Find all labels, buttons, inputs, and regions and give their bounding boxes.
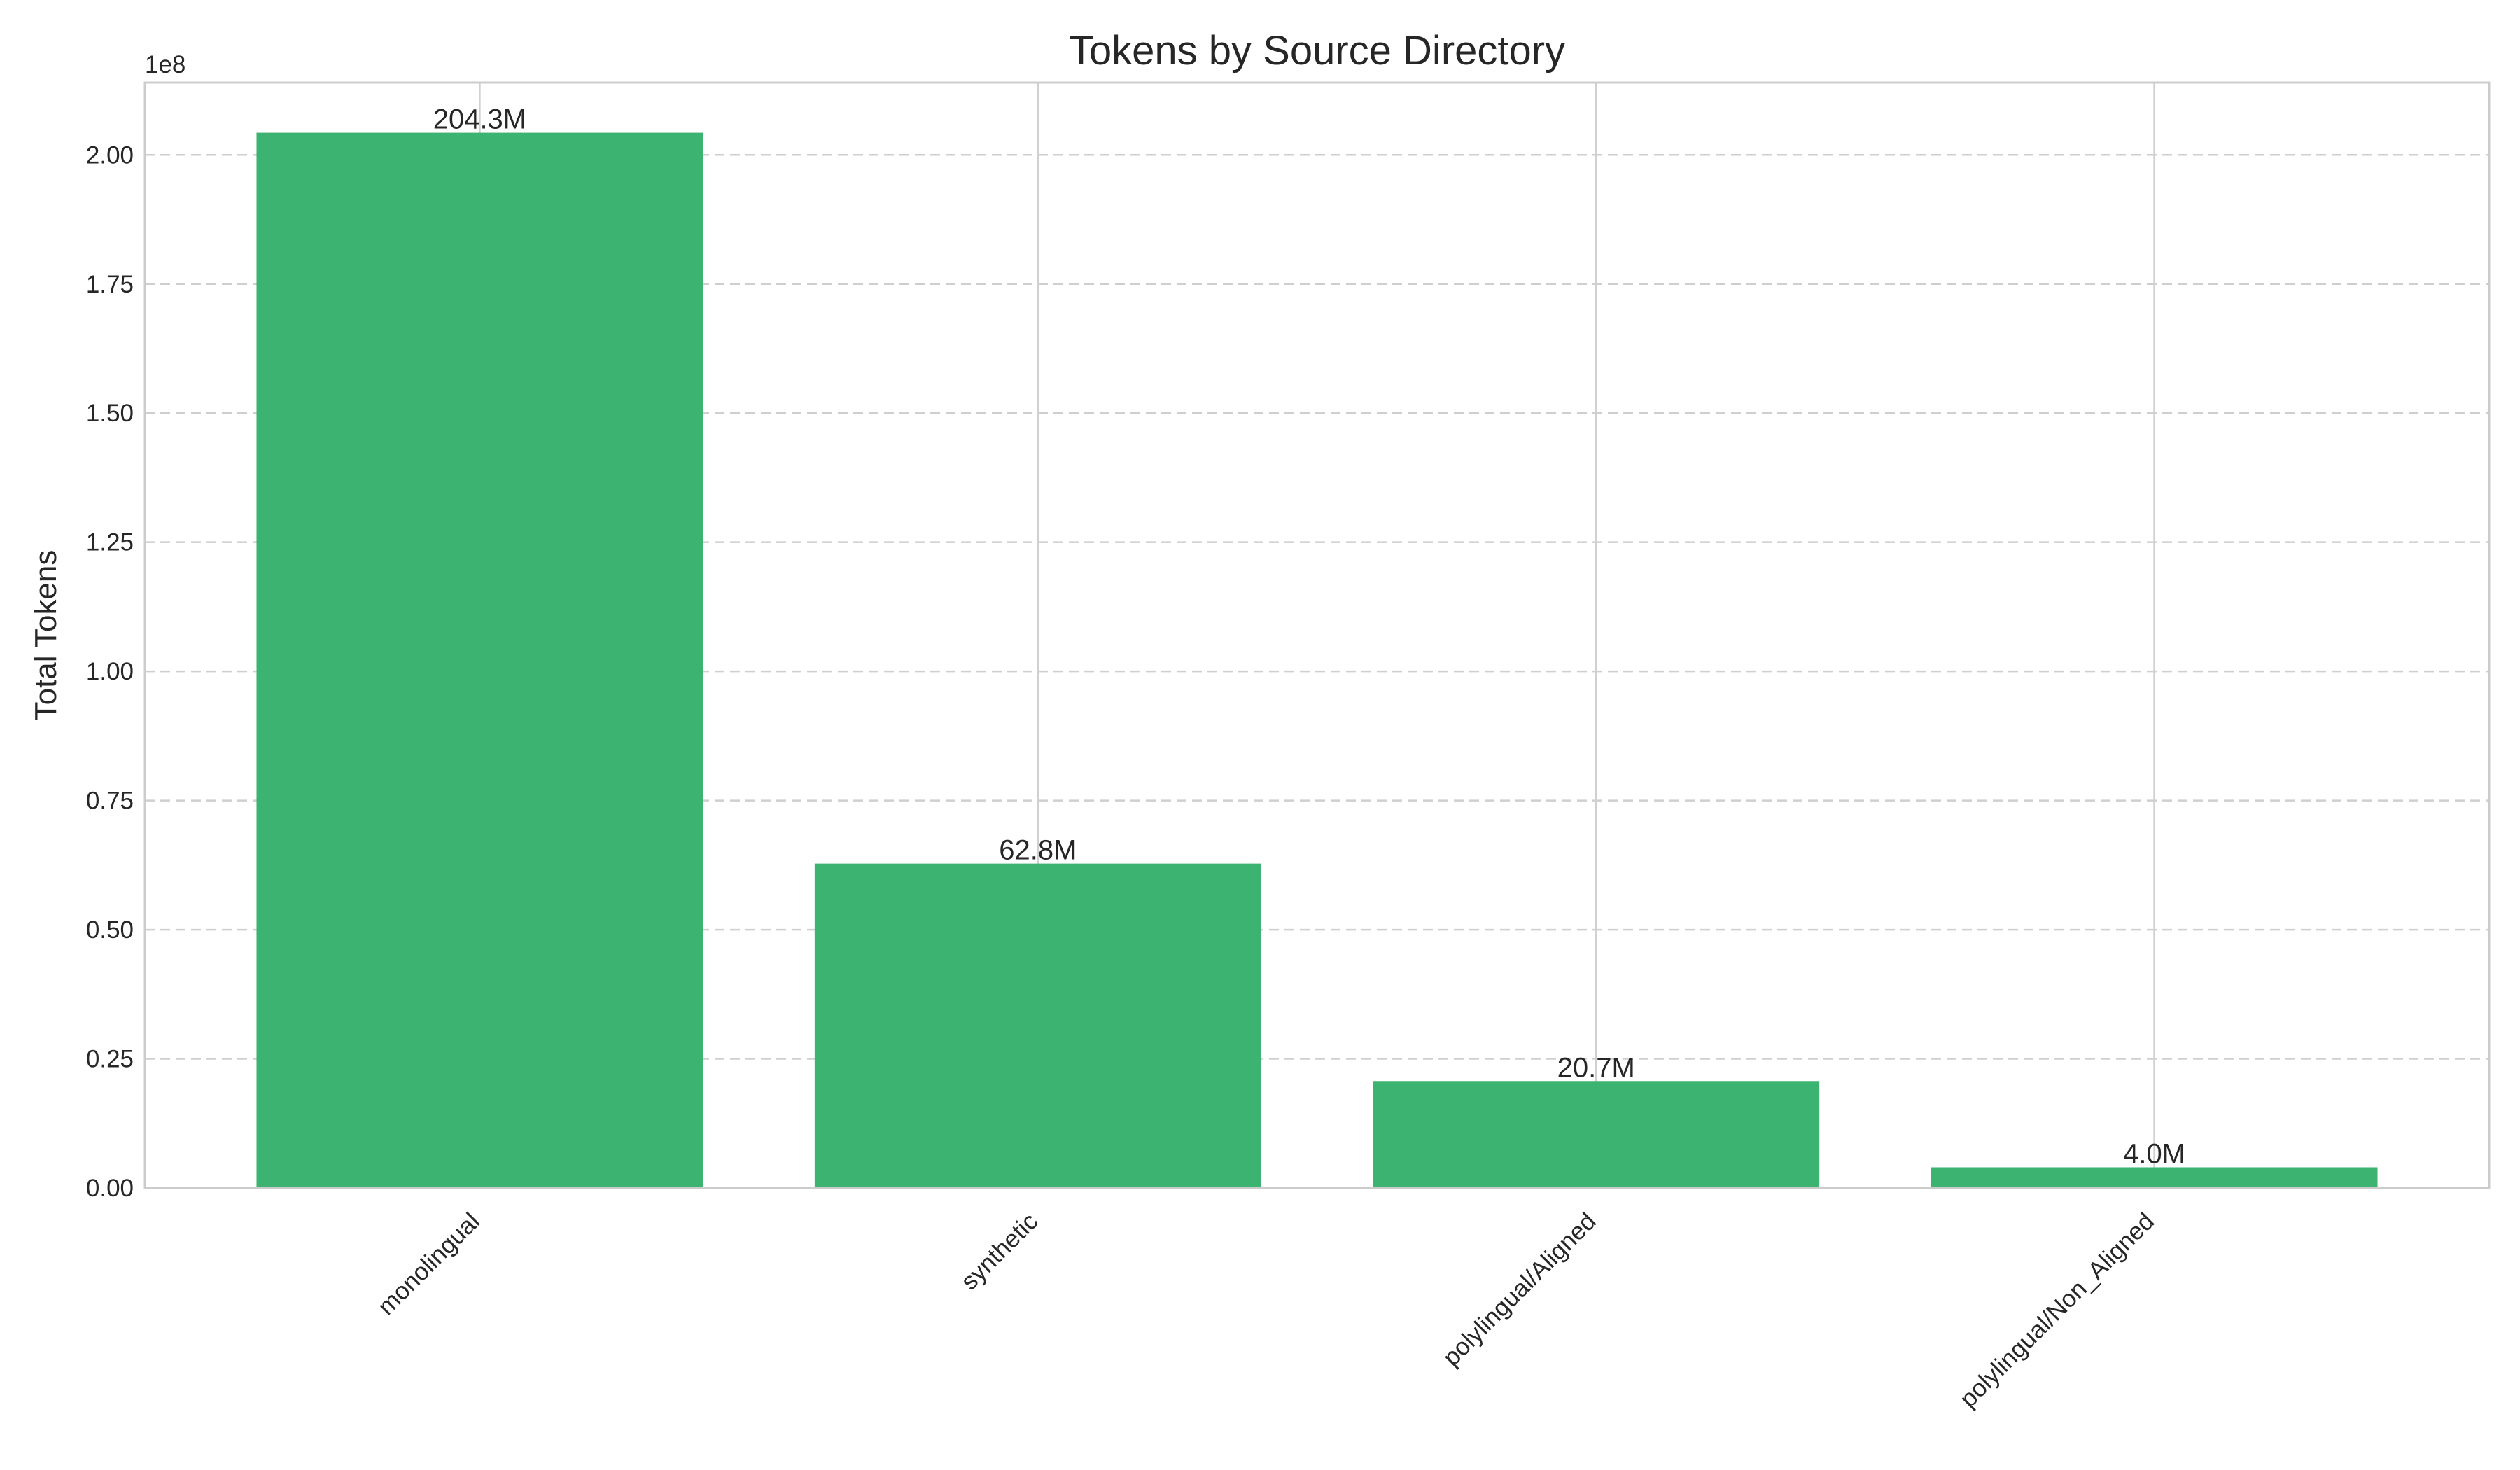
bar (1373, 1081, 1820, 1188)
bar-value-label: 20.7M (1558, 1052, 1635, 1083)
bars (256, 132, 2378, 1188)
y-tick-label: 1.00 (86, 658, 134, 685)
y-tick-label: 0.50 (86, 916, 134, 944)
y-axis-ticks: 0.00 0.25 0.50 0.75 1.00 1.25 1.50 1.75 2.00 (86, 141, 134, 1202)
y-tick-label: 2.00 (86, 141, 134, 169)
bar (256, 132, 704, 1188)
bar-value-label: 4.0M (2123, 1138, 2185, 1169)
y-tick-label: 1.75 (86, 271, 134, 298)
bar (814, 863, 1261, 1188)
y-axis-label: Total Tokens (29, 550, 63, 721)
plot-frame (144, 81, 2491, 1189)
y-tick-label: 1.50 (86, 400, 134, 427)
y-tick-label: 0.00 (86, 1175, 134, 1202)
y-tick-label: 0.25 (86, 1046, 134, 1073)
bar-value-labels: 204.3M 62.8M 20.7M 4.0M (433, 104, 2185, 1170)
bar-value-label: 62.8M (999, 835, 1077, 866)
bar (1931, 1167, 2378, 1188)
y-axis-offset-label: 1e8 (145, 51, 186, 78)
chart-title: Tokens by Source Directory (1069, 28, 1565, 74)
bar-value-label: 204.3M (433, 104, 526, 135)
y-tick-label: 0.75 (86, 788, 134, 815)
y-tick-label: 1.25 (86, 529, 134, 556)
